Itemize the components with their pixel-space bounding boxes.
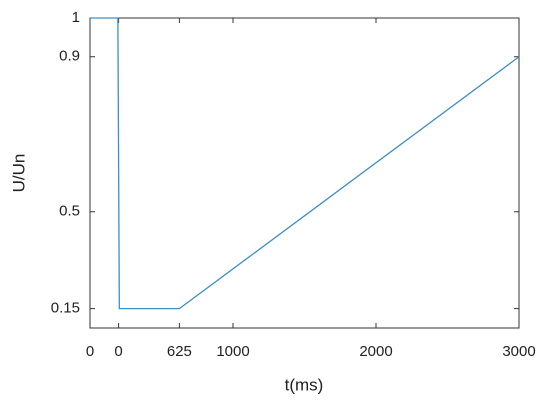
x-tick-label: 0 (114, 343, 122, 360)
y-tick-label: 0.15 (51, 300, 80, 317)
y-axis-label: U/Un (9, 154, 28, 193)
y-tick-label: 1 (72, 9, 80, 26)
data-line (90, 17, 520, 310)
x-tick-label: 0 (86, 343, 94, 360)
x-tick-label: 2000 (359, 343, 392, 360)
x-tick-label: 1000 (216, 343, 249, 360)
y-tick-label: 0.9 (59, 48, 80, 65)
plot-frame (89, 17, 520, 329)
y-tick-label: 0.5 (59, 203, 80, 220)
x-axis-label: t(ms) (285, 375, 324, 394)
x-tick-label: 3000 (502, 343, 535, 360)
x-tick-label: 625 (167, 343, 192, 360)
